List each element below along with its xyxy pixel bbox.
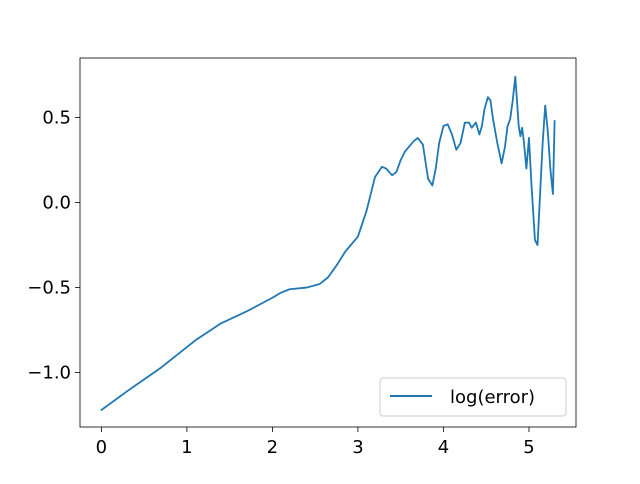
series-line-log-error [100, 75, 556, 411]
y-tick-label: 0.0 [42, 193, 71, 214]
series-layer [100, 75, 556, 411]
y-axis: −1.0 −0.5 0.0 0.5 [27, 108, 80, 384]
x-tick-label: 4 [438, 437, 449, 458]
x-tick-label: 5 [523, 437, 534, 458]
y-tick-label: 0.5 [42, 108, 71, 129]
x-tick-label: 3 [352, 437, 363, 458]
x-axis: 0 1 2 3 4 5 [96, 427, 535, 458]
legend-frame [379, 377, 567, 417]
x-tick-label: 0 [96, 437, 107, 458]
y-tick-label: −1.0 [27, 363, 71, 384]
y-tick-label: −0.5 [27, 278, 71, 299]
legend-label-log-error: log(error) [450, 387, 535, 408]
plot-area-frame [79, 57, 577, 428]
x-tick-label: 1 [181, 437, 192, 458]
x-tick-label: 2 [267, 437, 278, 458]
legend: log(error) [379, 377, 567, 417]
